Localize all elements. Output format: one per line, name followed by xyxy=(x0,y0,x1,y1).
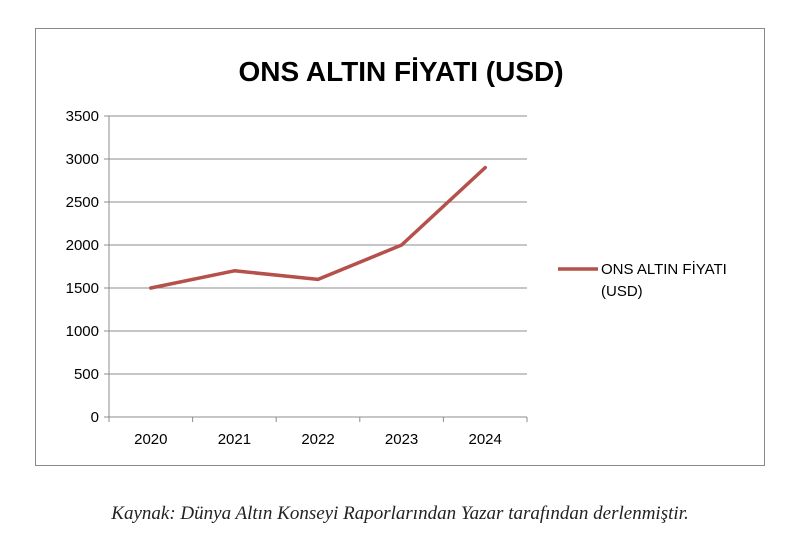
y-tick-label: 3500 xyxy=(66,108,99,125)
chart-frame: ONS ALTIN FİYATI (USD) 0 500 1000 1500 2000 2… xyxy=(35,28,765,466)
data-point xyxy=(483,166,487,170)
y-tick-label: 2000 xyxy=(66,237,99,254)
chart-title: ONS ALTIN FİYATI (USD) xyxy=(238,56,563,87)
legend: ONS ALTIN FİYATI (USD) xyxy=(558,260,727,300)
series-lines xyxy=(149,165,487,290)
y-tick-label: 2500 xyxy=(66,194,99,211)
data-point xyxy=(232,269,236,273)
line-chart: ONS ALTIN FİYATI (USD) 0 500 1000 1500 2000 2… xyxy=(66,56,727,448)
x-tick-label: 2024 xyxy=(469,431,502,448)
legend-label: ONS ALTIN FİYATI (USD) xyxy=(601,260,727,300)
y-tick-label: 3000 xyxy=(66,151,99,168)
axes xyxy=(104,115,528,422)
x-tick-label: 2022 xyxy=(301,431,334,448)
x-tick-label: 2020 xyxy=(134,431,167,448)
y-tick-labels: 0 500 1000 1500 2000 2500 3000 3500 xyxy=(66,108,99,426)
data-point xyxy=(316,277,320,281)
x-tick-label: 2023 xyxy=(385,431,418,448)
y-tick-label: 1000 xyxy=(66,323,99,340)
x-tick-labels: 2020 2021 2022 2023 2024 xyxy=(134,431,502,448)
y-tick-label: 500 xyxy=(74,366,99,383)
y-tick-label: 1500 xyxy=(66,280,99,297)
data-point xyxy=(400,243,404,247)
source-caption: Kaynak: Dünya Altın Konseyi Raporlarında… xyxy=(111,503,689,524)
gridlines xyxy=(109,115,527,375)
data-point xyxy=(149,286,153,290)
series-line xyxy=(149,165,487,290)
y-tick-label: 0 xyxy=(91,409,99,426)
x-tick-label: 2021 xyxy=(218,431,251,448)
